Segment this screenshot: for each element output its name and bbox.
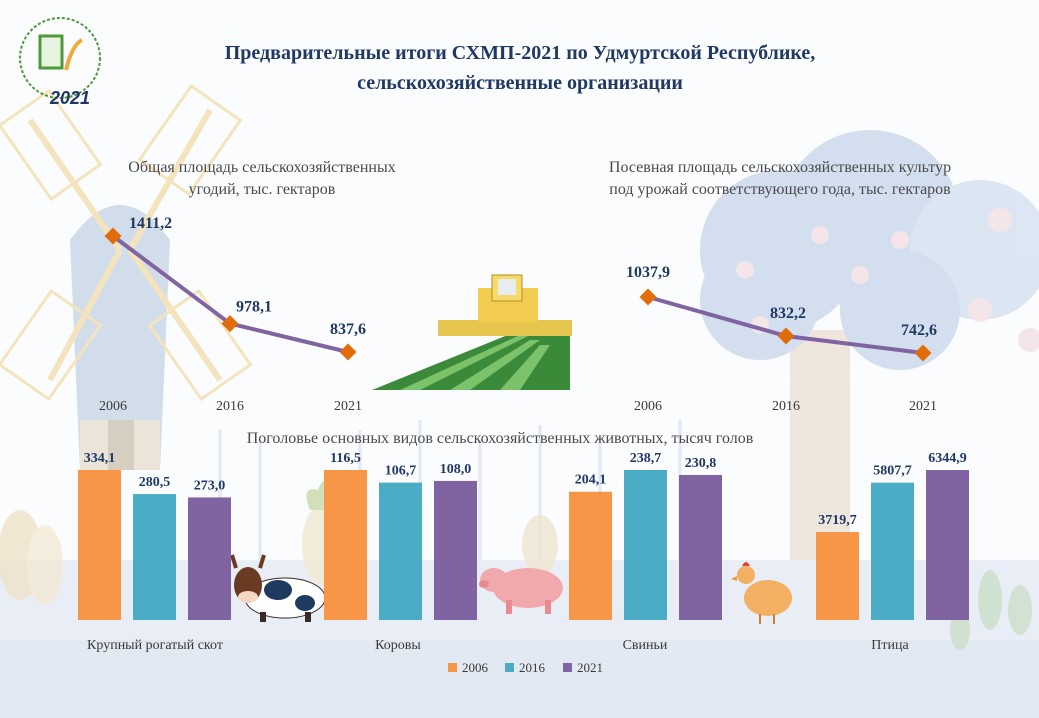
page-title-line1: Предварительные итоги СХМП-2021 по Удмур… bbox=[224, 42, 816, 64]
chicken-icon bbox=[731, 562, 792, 624]
chart1-title: Общая площадь сельскохозяйственных угоди… bbox=[62, 157, 462, 201]
bar-value-label: 6344,9 bbox=[928, 451, 967, 466]
bar-value-label: 3719,7 bbox=[818, 513, 857, 528]
cow-icon bbox=[230, 554, 326, 622]
chart1-data-label: 1411,2 bbox=[129, 215, 172, 232]
legend-swatch bbox=[563, 663, 572, 672]
chart2-data-label: 1037,9 bbox=[626, 264, 670, 281]
bar bbox=[624, 470, 667, 620]
page-title-line2: сельскохозяйственные организации bbox=[357, 72, 683, 94]
chart2-title-line1: Посевная площадь сельскохозяйственных ку… bbox=[608, 159, 952, 176]
chart1-x-tick-label: 2006 bbox=[99, 399, 127, 414]
legend-swatch bbox=[448, 663, 457, 672]
chart1-data-label: 978,1 bbox=[236, 299, 272, 316]
chart2-point bbox=[777, 327, 795, 345]
pig-icon bbox=[479, 568, 563, 614]
bar-value-label: 334,1 bbox=[84, 451, 116, 466]
chart1-title-line2: угодий, тыс. гектаров bbox=[188, 181, 336, 198]
chart2-data-label: 832,2 bbox=[770, 305, 806, 322]
legend-label: 2006 bbox=[462, 660, 489, 675]
chart1-title-line1: Общая площадь сельскохозяйственных bbox=[128, 159, 396, 176]
chart2-title-line2: под урожай соответствующего года, тыс. г… bbox=[609, 181, 951, 198]
chart2-data-label: 742,6 bbox=[901, 322, 937, 339]
chart2-point bbox=[639, 288, 657, 306]
chart1-data-label: 837,6 bbox=[330, 321, 366, 338]
chart1-point bbox=[221, 315, 239, 333]
bar bbox=[324, 470, 367, 620]
bar-value-label: 204,1 bbox=[575, 473, 607, 488]
bar bbox=[569, 491, 612, 620]
chart1-series-line bbox=[111, 234, 349, 354]
bar bbox=[133, 494, 176, 620]
census-logo bbox=[19, 17, 101, 99]
legend-label: 2021 bbox=[577, 660, 603, 675]
category-label: Коровы bbox=[375, 638, 421, 653]
chart2-title: Посевная площадь сельскохозяйственных ку… bbox=[560, 157, 1000, 201]
page-title: Предварительные итоги СХМП-2021 по Удмур… bbox=[120, 38, 920, 98]
bar-value-label: 106,7 bbox=[385, 464, 417, 479]
bar-value-label: 108,0 bbox=[440, 462, 472, 477]
bar bbox=[679, 474, 722, 620]
chart2-x-tick-label: 2006 bbox=[634, 399, 662, 414]
bar bbox=[926, 470, 969, 620]
bar bbox=[871, 482, 914, 620]
chart2-x-tick-label: 2016 bbox=[772, 399, 800, 414]
bar bbox=[434, 480, 477, 620]
chart1-x-tick-label: 2021 bbox=[334, 399, 362, 414]
chart2-point bbox=[914, 344, 932, 362]
bar-value-label: 116,5 bbox=[330, 451, 361, 466]
bar bbox=[379, 482, 422, 620]
logo-year: 2021 bbox=[50, 88, 91, 108]
chart2-x-tick-label: 2021 bbox=[909, 399, 937, 414]
bar-value-label: 280,5 bbox=[139, 475, 171, 490]
category-label: Свиньи bbox=[623, 638, 668, 653]
bar-value-label: 5807,7 bbox=[873, 464, 912, 479]
chart3-title: Поголовье основных видов сельскохозяйств… bbox=[246, 430, 754, 447]
harvester-icon bbox=[372, 274, 572, 390]
bar bbox=[816, 532, 859, 620]
windmill-icon bbox=[0, 83, 253, 470]
bar-value-label: 238,7 bbox=[630, 451, 662, 466]
apple-tree-icon bbox=[700, 130, 1039, 560]
chart1-point bbox=[104, 227, 122, 245]
category-label: Птица bbox=[871, 638, 909, 653]
bar bbox=[188, 497, 231, 620]
category-label: Крупный рогатый скот bbox=[87, 638, 223, 653]
legend-label: 2016 bbox=[519, 660, 546, 675]
bar-value-label: 230,8 bbox=[685, 456, 717, 471]
legend-swatch bbox=[505, 663, 514, 672]
bar bbox=[78, 470, 121, 620]
chart1-point bbox=[339, 343, 357, 361]
bar-value-label: 273,0 bbox=[194, 478, 226, 493]
chart1-x-tick-label: 2016 bbox=[216, 399, 244, 414]
